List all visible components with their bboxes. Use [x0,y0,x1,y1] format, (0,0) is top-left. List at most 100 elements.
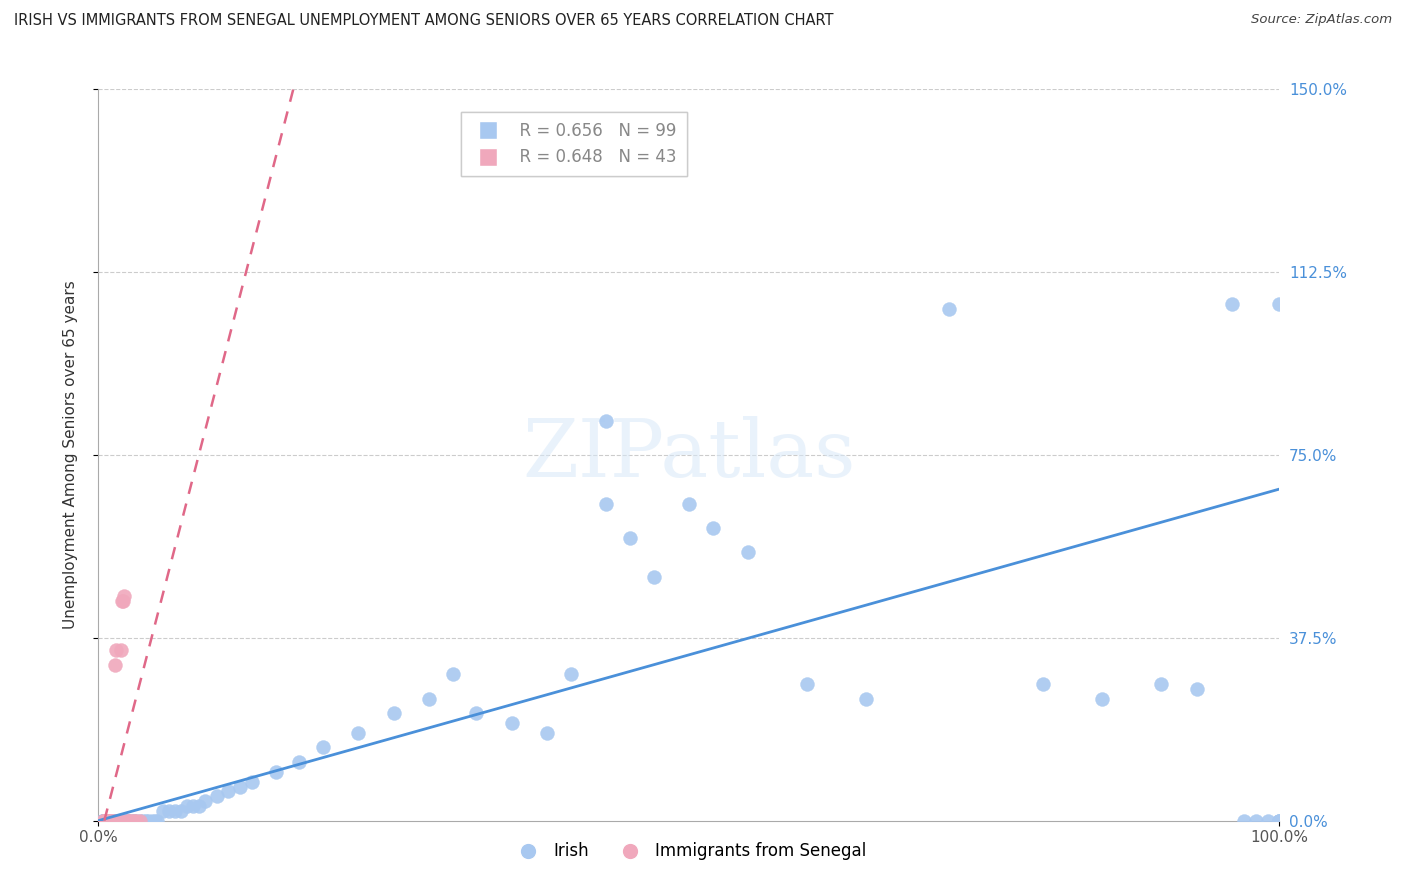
Point [128,814,150,828]
Point [98,814,121,828]
Point [97,814,120,828]
Point [176,799,198,814]
Point [94,814,117,828]
Point [120,814,142,828]
Point [122,814,145,828]
Point [194,794,217,808]
Point [1091,691,1114,706]
Point [128,814,150,828]
Point [347,726,370,740]
Point [1244,814,1267,828]
Point [157,804,180,818]
Point [560,667,582,681]
Text: ZIPatlas: ZIPatlas [522,416,856,494]
Point [112,590,135,604]
Point [105,814,128,828]
Point [93,814,115,828]
Point [98,814,121,828]
Text: Source: ZipAtlas.com: Source: ZipAtlas.com [1251,13,1392,27]
Point [98,814,121,828]
Point [1268,814,1291,828]
Point [110,814,132,828]
Point [98,814,121,828]
Point [98,814,121,828]
Point [125,814,148,828]
Point [121,814,143,828]
Point [98,814,121,828]
Point [1268,297,1291,311]
Point [737,545,759,559]
Point [205,789,228,804]
Point [101,814,124,828]
Point [240,774,263,789]
Point [93,814,115,828]
Point [111,814,134,828]
Point [1032,677,1054,691]
Point [1233,814,1256,828]
Point [98,814,121,828]
Point [98,814,121,828]
Point [418,691,440,706]
Point [98,814,121,828]
Point [98,814,121,828]
Point [94,814,117,828]
Point [1220,297,1243,311]
Legend: Irish, Immigrants from Senegal: Irish, Immigrants from Senegal [505,836,873,867]
Point [288,755,311,769]
Point [96,814,118,828]
Point [111,594,134,608]
Point [94,814,117,828]
Point [93,814,115,828]
Point [125,814,148,828]
Point [105,814,128,828]
Point [1185,681,1208,696]
Point [104,657,127,672]
Point [98,814,121,828]
Point [122,814,145,828]
Point [441,667,464,681]
Point [105,814,128,828]
Point [103,814,125,828]
Point [101,814,124,828]
Point [105,643,128,657]
Point [97,814,120,828]
Point [98,814,121,828]
Point [93,814,115,828]
Point [146,814,169,828]
Point [94,814,117,828]
Point [110,643,132,657]
Point [98,814,121,828]
Point [91,814,114,828]
Point [91,814,114,828]
Point [107,814,129,828]
Point [122,814,145,828]
Point [101,814,124,828]
Point [97,814,120,828]
Point [643,570,665,584]
Point [136,814,159,828]
Point [678,497,700,511]
Point [465,706,488,721]
Point [181,799,204,814]
Point [98,814,121,828]
Point [312,740,335,755]
Point [91,814,114,828]
Point [165,804,187,818]
Point [135,814,157,828]
Point [98,814,121,828]
Point [595,414,617,428]
Point [108,814,131,828]
Point [187,799,209,814]
Point [117,814,139,828]
Point [104,814,127,828]
Point [118,814,141,828]
Point [93,814,115,828]
Point [501,716,523,731]
Point [264,764,287,779]
Point [96,814,118,828]
Text: IRISH VS IMMIGRANTS FROM SENEGAL UNEMPLOYMENT AMONG SENIORS OVER 65 YEARS CORREL: IRISH VS IMMIGRANTS FROM SENEGAL UNEMPLO… [14,13,834,29]
Point [96,814,118,828]
Point [132,814,155,828]
Point [536,726,558,740]
Point [93,814,115,828]
